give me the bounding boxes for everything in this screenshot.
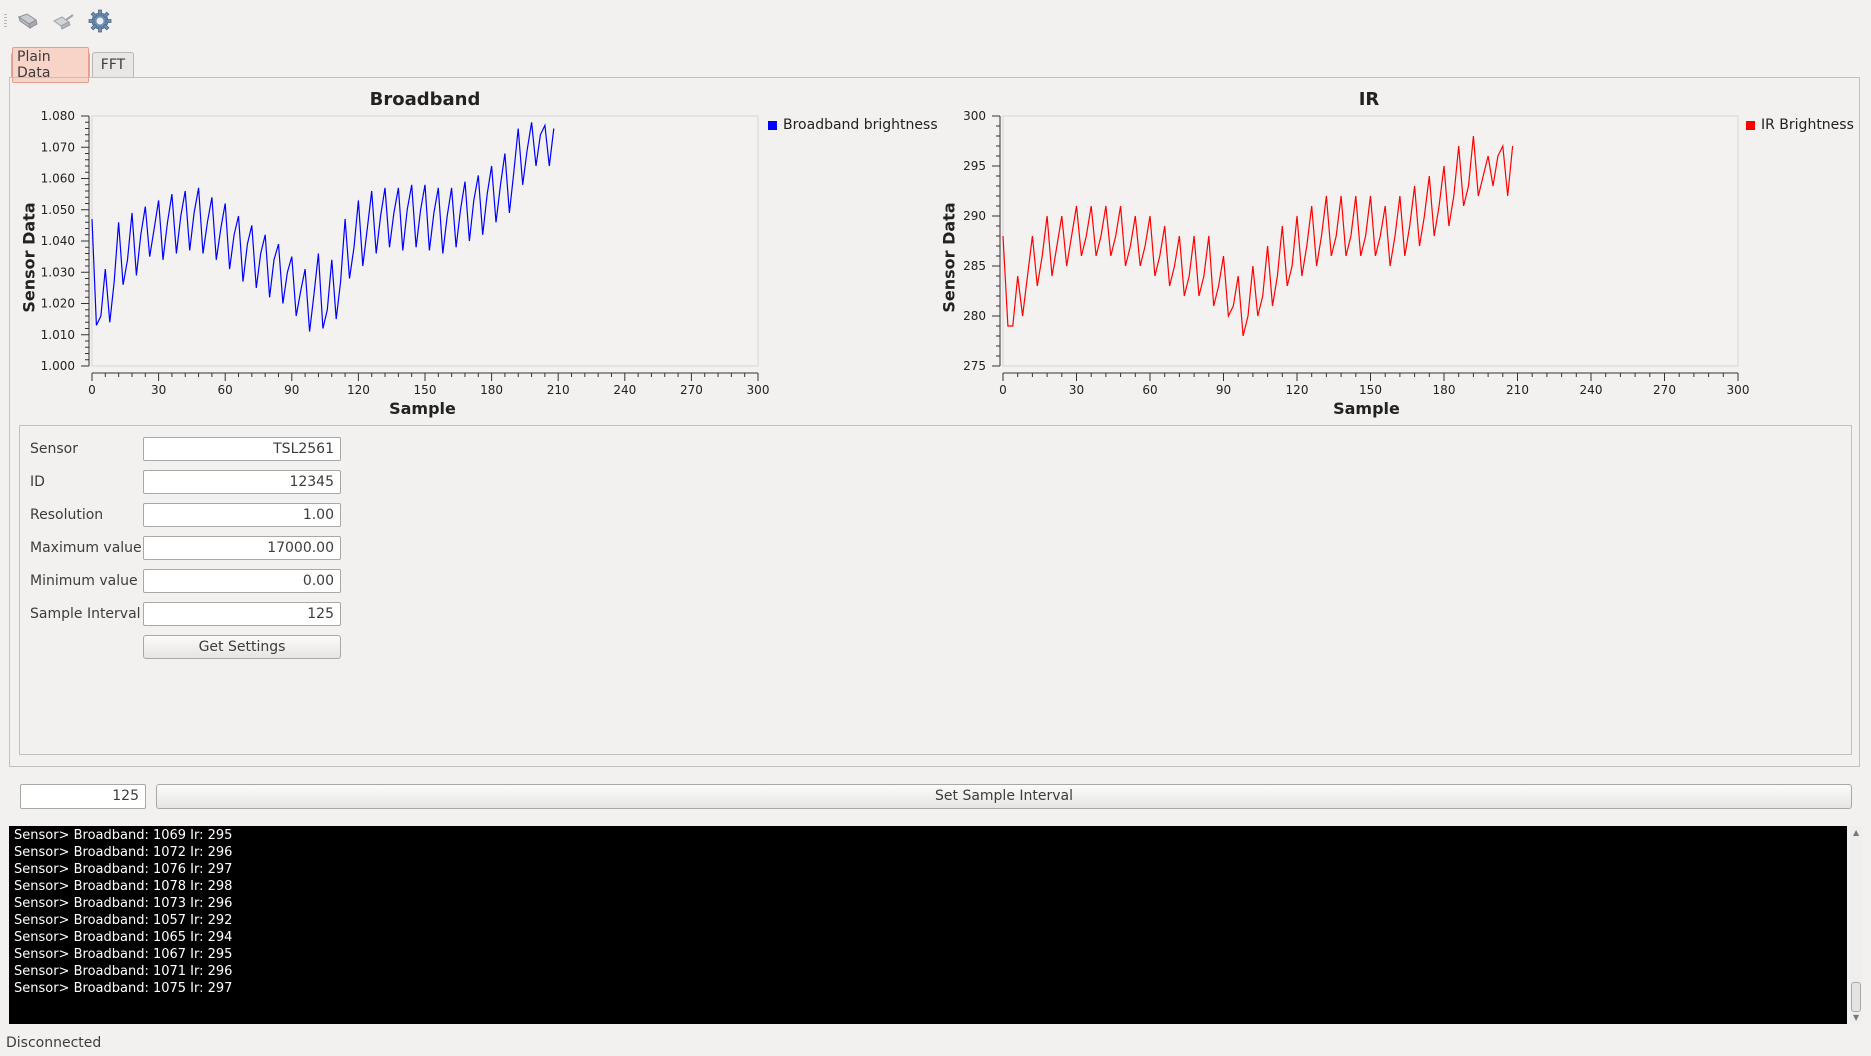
broadband-x-tick-label: 180 [480, 383, 503, 397]
console-line: Sensor> Broadband: 1071 Ir: 296 [14, 964, 233, 979]
console-line: Sensor> Broadband: 1069 Ir: 295 [14, 828, 233, 843]
ir-y-tick-label: 280 [963, 309, 986, 323]
sensor-label: Sensor [30, 441, 78, 457]
tab-pane [9, 77, 1860, 767]
console-scrollbar[interactable]: ▲ ▼ [1850, 826, 1862, 1024]
ir-y-tick-label: 300 [963, 109, 986, 123]
broadband-y-tick-label: 1.080 [41, 109, 75, 123]
broadband-y-tick-label: 1.020 [41, 297, 75, 311]
ir-legend-swatch [1746, 120, 1755, 130]
toolbar-grip [4, 14, 7, 28]
broadband-legend-swatch [768, 120, 777, 130]
broadband-x-tick-label: 90 [284, 383, 299, 397]
connect-icon [17, 13, 38, 30]
broadband-chart-title: Broadband [369, 89, 481, 110]
broadband-xlabel: Sample [389, 399, 456, 418]
broadband-x-tick-label: 0 [88, 383, 96, 397]
sample-interval-field[interactable]: 125 [143, 602, 341, 626]
console-line: Sensor> Broadband: 1073 Ir: 296 [14, 896, 233, 911]
broadband-x-tick-label: 210 [547, 383, 570, 397]
broadband-x-tick-label: 120 [347, 383, 370, 397]
scroll-down-icon[interactable]: ▼ [1853, 1013, 1860, 1022]
ir-x-tick-label: 30 [1069, 383, 1084, 397]
broadband-x-tick-label: 240 [613, 383, 636, 397]
broadband-y-tick-label: 1.010 [41, 328, 75, 342]
set-sample-interval-button[interactable]: Set Sample Interval [156, 784, 1852, 809]
console-line: Sensor> Broadband: 1076 Ir: 297 [14, 862, 233, 877]
settings-gear-icon [88, 9, 112, 33]
ir-chart: 275 280 285 290 295 300 0 30 60 90 120 150 180 210 240… [963, 109, 1750, 397]
connect-button[interactable] [13, 6, 43, 36]
ir-y-tick-label: 285 [963, 259, 986, 273]
get-settings-button[interactable]: Get Settings [143, 635, 341, 659]
ir-series-line [1002, 135, 1514, 337]
tab-fft-label: FFT [100, 57, 126, 73]
sensor-settings-panel [19, 425, 1852, 755]
id-field[interactable]: 12345 [143, 470, 341, 494]
ir-x-tick-label: 0 [999, 383, 1007, 397]
ir-legend: IR Brightness [1746, 117, 1854, 133]
ir-x-tick-label: 90 [1216, 383, 1231, 397]
broadband-x-tick-label: 150 [414, 383, 437, 397]
maximum-value-label: Maximum value [30, 540, 142, 556]
ir-plot-area [1002, 115, 1739, 367]
console-scroll-thumb[interactable] [1851, 982, 1861, 1012]
console-line: Sensor> Broadband: 1078 Ir: 298 [14, 879, 233, 894]
ir-x-tick-label: 150 [1359, 383, 1382, 397]
maximum-value-field[interactable]: 17000.00 [143, 536, 341, 560]
ir-x-tick-label: 300 [1727, 383, 1750, 397]
broadband-x-tick-label: 60 [218, 383, 233, 397]
id-label: ID [30, 474, 45, 490]
minimum-value-label: Minimum value [30, 573, 138, 589]
broadband-plot-area [91, 115, 759, 367]
ir-x-tick-label: 60 [1142, 383, 1157, 397]
resolution-label: Resolution [30, 507, 104, 523]
broadband-y-tick-label: 1.060 [41, 172, 75, 186]
sensor-field[interactable]: TSL2561 [143, 437, 341, 461]
console-line: Sensor> Broadband: 1057 Ir: 292 [14, 913, 233, 928]
ir-x-tick-label: 270 [1653, 383, 1676, 397]
broadband-y-tick-label: 1.000 [41, 359, 75, 373]
tab-fft[interactable]: FFT [92, 52, 134, 77]
broadband-y-tick-label: 1.030 [41, 265, 75, 279]
ir-x-tick-label: 180 [1433, 383, 1456, 397]
broadband-x-tick-label: 30 [151, 383, 166, 397]
settings-button[interactable] [85, 6, 115, 36]
broadband-x-tick-label: 300 [747, 383, 770, 397]
broadband-series-line [91, 122, 555, 332]
console-output[interactable]: Sensor> Broadband: 1069 Ir: 295 Sensor> B… [9, 826, 1847, 1024]
interval-input[interactable]: 125 [20, 784, 146, 809]
broadband-y-tick-label: 1.050 [41, 203, 75, 217]
broadband-legend-label: Broadband brightness [783, 117, 938, 133]
broadband-legend: Broadband brightness [768, 117, 938, 133]
ir-x-tick-label: 210 [1506, 383, 1529, 397]
console-line: Sensor> Broadband: 1075 Ir: 297 [14, 981, 233, 996]
console-line: Sensor> Broadband: 1067 Ir: 295 [14, 947, 233, 962]
broadband-chart: 1.000 1.010 1.020 1.030 1.040 1.050 1.060 1.070… [41, 109, 770, 397]
disconnect-button[interactable] [49, 6, 79, 36]
ir-x-tick-label: 120 [1286, 383, 1309, 397]
ir-xlabel: Sample [1333, 399, 1400, 418]
ir-x-tick-label: 240 [1580, 383, 1603, 397]
resolution-field[interactable]: 1.00 [143, 503, 341, 527]
sample-interval-label: Sample Interval [30, 606, 141, 622]
status-bar-text: Disconnected [6, 1035, 102, 1051]
broadband-x-tick-label: 270 [680, 383, 703, 397]
ir-y-tick-label: 275 [963, 359, 986, 373]
ir-chart-title: IR [1358, 89, 1380, 110]
ir-y-tick-label: 290 [963, 209, 986, 223]
console-line: Sensor> Broadband: 1065 Ir: 294 [14, 930, 233, 945]
scroll-up-icon[interactable]: ▲ [1853, 828, 1860, 837]
minimum-value-field[interactable]: 0.00 [143, 569, 341, 593]
console-line: Sensor> Broadband: 1072 Ir: 296 [14, 845, 233, 860]
broadband-y-tick-label: 1.070 [41, 140, 75, 154]
ir-y-tick-label: 295 [963, 159, 986, 173]
disconnect-icon [53, 14, 74, 30]
broadband-y-tick-label: 1.040 [41, 234, 75, 248]
ir-legend-label: IR Brightness [1761, 117, 1854, 133]
